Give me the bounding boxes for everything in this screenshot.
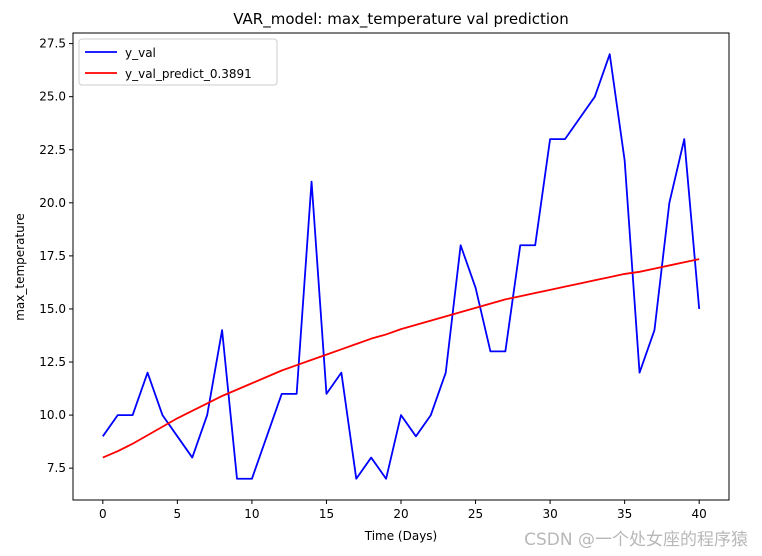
- y-tick-label: 7.5: [47, 461, 66, 475]
- legend-label-y-val-predict: y_val_predict_0.3891: [125, 67, 252, 81]
- x-tick-label: 30: [542, 507, 557, 521]
- series-line-y-val: [102, 53, 701, 480]
- series-layer: [102, 53, 701, 480]
- x-tick-label: 5: [174, 507, 182, 521]
- watermark: CSDN @一个处女座的程序猿: [524, 530, 748, 550]
- x-tick-label: 10: [244, 507, 259, 521]
- y-tick-label: 25.0: [39, 90, 66, 104]
- legend-frame: [78, 38, 278, 86]
- y-tick-label: 27.5: [39, 37, 66, 51]
- x-tick-label: 0: [99, 507, 107, 521]
- y-tick-label: 15.0: [39, 302, 66, 316]
- x-tick-label: 40: [692, 507, 707, 521]
- legend: y_val y_val_predict_0.3891: [78, 38, 278, 86]
- y-tick-label: 17.5: [39, 249, 66, 263]
- y-axis-label: max_temperature: [13, 213, 27, 321]
- y-axis-ticks: 7.5 10.0 12.5 15.0 17.5 20.0 22.5 25.0 27.5: [39, 37, 73, 475]
- chart-title: VAR_model: max_temperature val predictio…: [233, 10, 569, 29]
- y-tick-label: 10.0: [39, 408, 66, 422]
- y-tick-label: 12.5: [39, 355, 66, 369]
- y-tick-label: 22.5: [39, 143, 66, 157]
- x-tick-label: 20: [393, 507, 408, 521]
- x-tick-label: 15: [319, 507, 334, 521]
- legend-label-y-val: y_val: [125, 46, 156, 60]
- x-axis-ticks: 0 5 10 15 20 25 30 35 40: [99, 500, 707, 521]
- x-tick-label: 25: [468, 507, 483, 521]
- x-axis-label: Time (Days): [364, 529, 438, 543]
- series-line-y-val-predict: [102, 258, 700, 459]
- y-tick-label: 20.0: [39, 196, 66, 210]
- x-tick-label: 35: [617, 507, 632, 521]
